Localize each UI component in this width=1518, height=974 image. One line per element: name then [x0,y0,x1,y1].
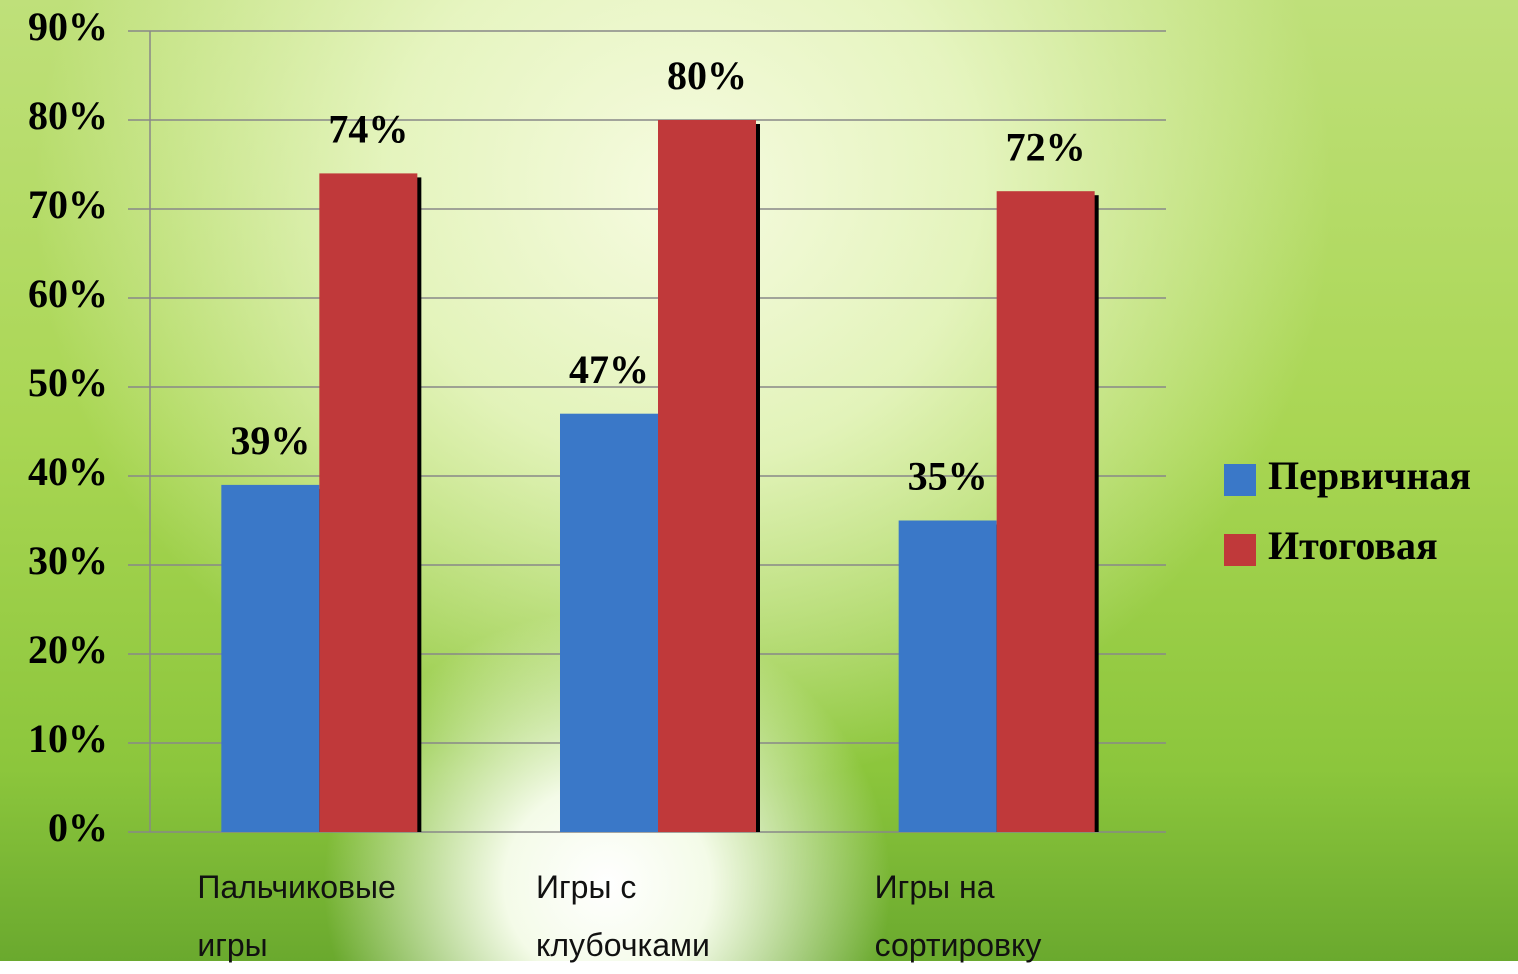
y-tick-label: 50% [28,360,108,405]
page: 0% 10% 20% 30% 40% 50% 60% 70% 80% 90% 39% 47% 35% Пе… [0,0,1518,961]
bar [658,120,756,832]
legend-swatch [1224,534,1256,566]
y-tick-label: 70% [28,182,108,227]
y-tick-label: 0% [48,805,108,850]
y-tick-label: 40% [28,449,108,494]
y-tick-label: 80% [28,93,108,138]
x-tick-label: Игры с клубочками [536,858,796,974]
bar [319,173,417,832]
legend-label: Итоговая [1268,523,1438,568]
y-tick-label: 20% [28,627,108,672]
value-label: 72% [1006,124,1086,169]
x-tick-label: Игры на сортировку [875,858,1135,974]
y-tick-label: 90% [28,4,108,49]
value-label: 74% [328,107,408,152]
y-tick-label: 30% [28,538,108,583]
bar [560,414,658,832]
bar [997,191,1095,832]
legend-swatch [1224,464,1256,496]
y-tick-label: 60% [28,271,108,316]
x-tick-label: Пальчиковые игры [197,858,457,974]
bar [899,521,997,833]
bar [221,485,319,832]
value-label: 39% [230,418,310,463]
value-label: 47% [569,347,649,392]
chart: 0% 10% 20% 30% 40% 50% 60% 70% 80% 90% 39% 47% 35% Пе… [0,0,1518,961]
value-label: 80% [667,53,747,98]
value-label: 35% [908,454,988,499]
legend-label: Первичная [1268,453,1471,498]
y-tick-label: 10% [28,716,108,761]
